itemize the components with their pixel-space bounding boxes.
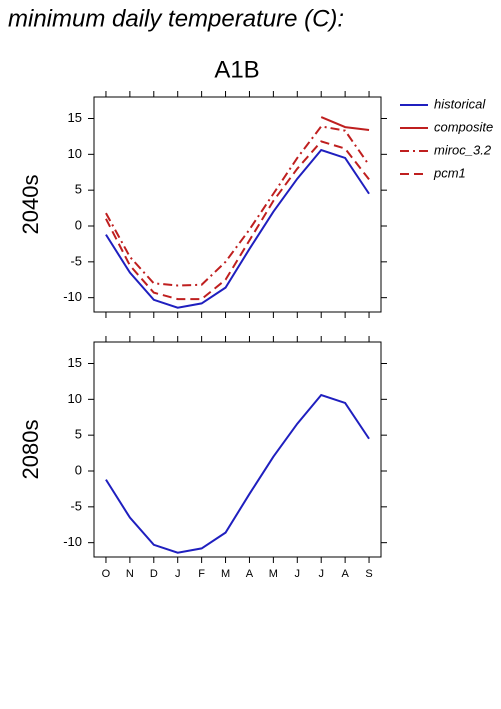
x-tick-label: A: [246, 568, 254, 580]
chart-title: minimum daily temperature (C):: [8, 5, 344, 32]
x-tick-label: J: [318, 568, 324, 580]
series-line: [105, 148, 370, 309]
series-line: [105, 140, 370, 301]
y-tick-label: 10: [68, 391, 82, 406]
y-tick-label: 5: [75, 427, 82, 442]
x-tick-label: J: [295, 568, 301, 580]
legend-label: miroc_3.2: [434, 142, 492, 157]
y-tick-label: -10: [63, 534, 82, 549]
y-tick-label: 10: [68, 146, 82, 161]
plot-frame: [93, 341, 382, 558]
legend-label: composite: [434, 119, 493, 134]
plot-frame: [93, 96, 382, 313]
series-line: [320, 116, 370, 131]
legend-label: historical: [434, 96, 486, 111]
series-line: [105, 125, 370, 287]
x-tick-label: S: [365, 568, 372, 580]
y-tick-label: -5: [70, 498, 82, 513]
x-tick-label: J: [175, 568, 181, 580]
y-tick-label: -5: [70, 253, 82, 268]
x-tick-label: F: [198, 568, 205, 580]
legend-label: pcm1: [433, 165, 466, 180]
y-tick-label: 5: [75, 182, 82, 197]
y-axis-label: 2040s: [18, 175, 43, 235]
y-tick-label: 15: [68, 355, 82, 370]
y-axis-label: 2080s: [18, 420, 43, 480]
x-tick-label: M: [221, 568, 230, 580]
y-tick-label: -10: [63, 289, 82, 304]
y-tick-label: 0: [75, 462, 82, 477]
x-tick-label: N: [126, 568, 134, 580]
series-line: [105, 393, 370, 554]
chart-subtitle: A1B: [214, 56, 259, 83]
x-tick-label: D: [150, 568, 158, 580]
x-tick-label: O: [102, 568, 111, 580]
x-tick-label: M: [269, 568, 278, 580]
x-tick-label: A: [341, 568, 349, 580]
y-tick-label: 0: [75, 217, 82, 232]
y-tick-label: 15: [68, 110, 82, 125]
